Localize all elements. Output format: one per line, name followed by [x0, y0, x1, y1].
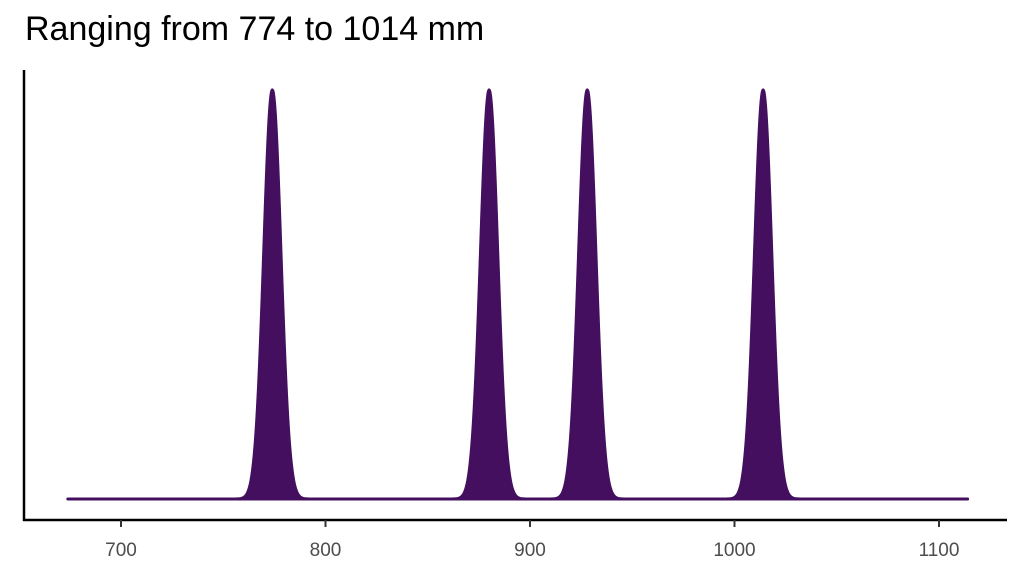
x-tick-label: 900: [514, 540, 546, 561]
x-axis-ticks: 700 800 900 1000 1100: [105, 520, 959, 561]
x-tick-label: 700: [105, 540, 137, 561]
density-curve: [66, 88, 970, 501]
x-tick-label: 1000: [713, 540, 755, 561]
chart-title: Ranging from 774 to 1014 mm: [25, 10, 485, 48]
density-area: [66, 88, 970, 501]
x-tick-label: 800: [310, 540, 342, 561]
x-tick-label: 1100: [919, 540, 960, 561]
